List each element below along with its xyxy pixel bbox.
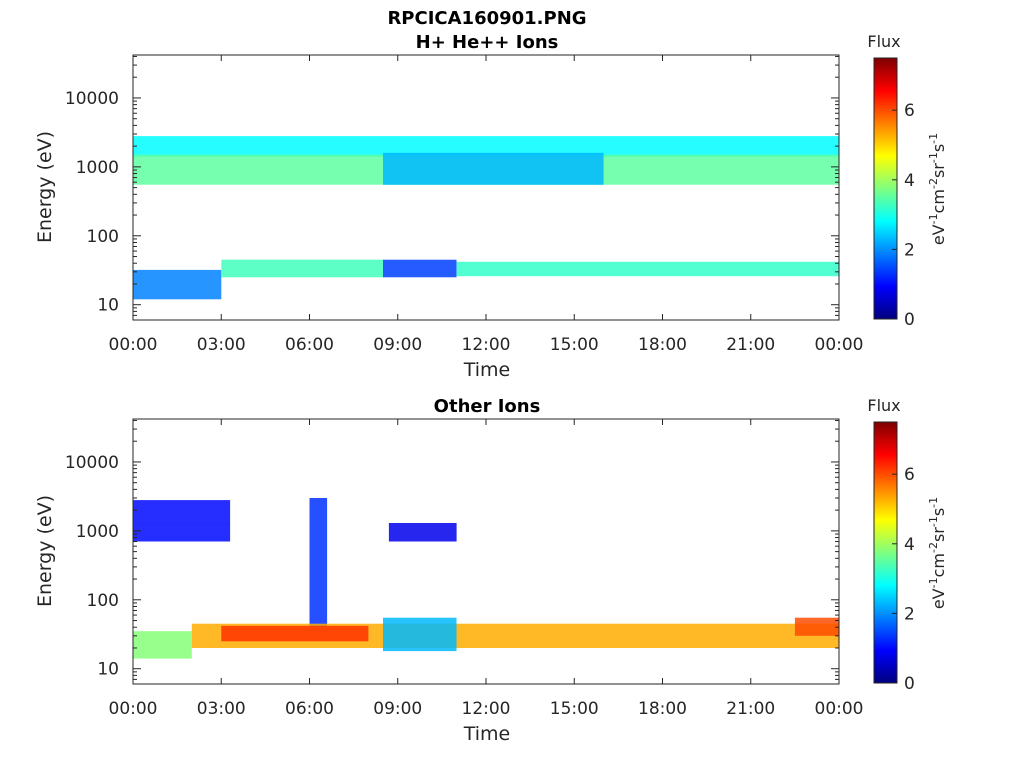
x-tick-label: 12:00 (462, 699, 511, 719)
colorbar-unit: eV-1cm-2sr-1s-1 (927, 497, 948, 609)
flux-band (221, 259, 384, 278)
colorbar-tick-label: 4 (904, 535, 915, 555)
y-tick-label: 100 (87, 227, 119, 247)
x-tick-label: 00:00 (815, 699, 864, 719)
x-tick-label: 12:00 (462, 335, 511, 355)
y-tick-label: 1000 (76, 522, 119, 542)
unit-ev: eV (929, 588, 948, 609)
unit-exp: -2 (927, 178, 940, 189)
x-tick-label: 15:00 (550, 335, 599, 355)
colorbar-tick-label: 4 (904, 171, 915, 191)
x-tick-label: 21:00 (726, 699, 775, 719)
flux-band (383, 152, 604, 185)
unit-exp: -1 (927, 497, 940, 508)
unit-cm: cm (929, 553, 948, 577)
y-axis-ticks: 10 100 1000 10000 (65, 419, 839, 685)
flux-band (309, 498, 328, 628)
flux-band (133, 136, 839, 157)
y-tick-label: 1000 (76, 158, 119, 178)
y-axis-ticks: 10 100 1000 10000 (65, 55, 839, 321)
x-tick-label: 18:00 (638, 699, 687, 719)
x-tick-label: 00:00 (109, 335, 158, 355)
unit-s: s (929, 144, 948, 152)
flux-band (383, 259, 457, 278)
colorbar (873, 57, 898, 320)
y-axis-label: Energy (eV) (34, 131, 56, 243)
unit-exp: -1 (927, 152, 940, 163)
y-tick-label: 100 (87, 591, 119, 611)
y-axis-label: Energy (eV) (34, 495, 56, 607)
plot-frame (132, 54, 840, 321)
unit-cm: cm (929, 189, 948, 213)
x-tick-label: 09:00 (373, 699, 422, 719)
unit-s: s (929, 508, 948, 516)
flux-band (133, 631, 192, 659)
panel-h-he-ions: H+ He++ Ions 00:00 03:00 06:00 09:00 12:00 15… (34, 32, 948, 381)
x-tick-label: 03:00 (197, 699, 246, 719)
colorbar-tick-label: 6 (904, 101, 915, 121)
flux-band (456, 261, 839, 277)
colorbar-tick-label: 0 (904, 310, 915, 330)
y-tick-label: 10000 (65, 453, 119, 473)
y-tick-label: 10 (97, 296, 119, 316)
unit-sr: sr (929, 163, 948, 178)
x-axis-label: Time (463, 723, 511, 745)
flux-band (383, 617, 457, 652)
flux-band (133, 523, 231, 542)
colorbar-tick-label: 2 (904, 240, 915, 260)
colorbar-ticks: 0 2 4 6 (892, 101, 915, 330)
panel-title: H+ He++ Ions (416, 32, 559, 53)
spectrogram-bands (133, 136, 839, 300)
colorbar-tick-label: 0 (904, 674, 915, 694)
x-tick-label: 21:00 (726, 335, 775, 355)
colorbar-ticks: 0 2 4 6 (892, 465, 915, 694)
colorbar-title: Flux (867, 32, 900, 51)
unit-exp: -1 (927, 577, 940, 588)
panel-other-ions: Other Ions 00:00 03:00 06:00 09:00 12:00 15:0… (34, 396, 948, 745)
y-tick-label: 10000 (65, 89, 119, 109)
colorbar-tick-label: 6 (904, 465, 915, 485)
x-axis-ticks: 00:00 03:00 06:00 09:00 12:00 15:00 18:00 21:00… (109, 419, 864, 719)
unit-exp: -1 (927, 133, 940, 144)
spectrogram-bands (133, 498, 840, 659)
x-tick-label: 09:00 (373, 335, 422, 355)
x-axis-label: Time (463, 359, 511, 381)
flux-band (388, 523, 457, 542)
x-tick-label: 06:00 (285, 699, 334, 719)
colorbar-tick-label: 2 (904, 604, 915, 624)
x-tick-label: 18:00 (638, 335, 687, 355)
x-axis-ticks: 00:00 03:00 06:00 09:00 12:00 15:00 18:00 21:00… (109, 55, 864, 355)
x-tick-label: 15:00 (550, 699, 599, 719)
figure-title: RPCICA160901.PNG (387, 8, 586, 29)
colorbar (873, 421, 898, 684)
x-tick-label: 00:00 (815, 335, 864, 355)
flux-band (794, 617, 839, 636)
unit-exp: -1 (927, 213, 940, 224)
y-tick-label: 10 (97, 660, 119, 680)
flux-band (133, 269, 222, 300)
unit-sr: sr (929, 527, 948, 542)
colorbar-title: Flux (867, 396, 900, 415)
colorbar-unit: eV-1cm-2sr-1s-1 (927, 133, 948, 245)
panel-title: Other Ions (434, 396, 541, 417)
unit-ev: eV (929, 224, 948, 245)
unit-exp: -1 (927, 516, 940, 527)
flux-band (133, 500, 231, 524)
x-tick-label: 06:00 (285, 335, 334, 355)
x-tick-label: 00:00 (109, 699, 158, 719)
x-tick-label: 03:00 (197, 335, 246, 355)
unit-exp: -2 (927, 542, 940, 553)
flux-band (221, 625, 369, 642)
